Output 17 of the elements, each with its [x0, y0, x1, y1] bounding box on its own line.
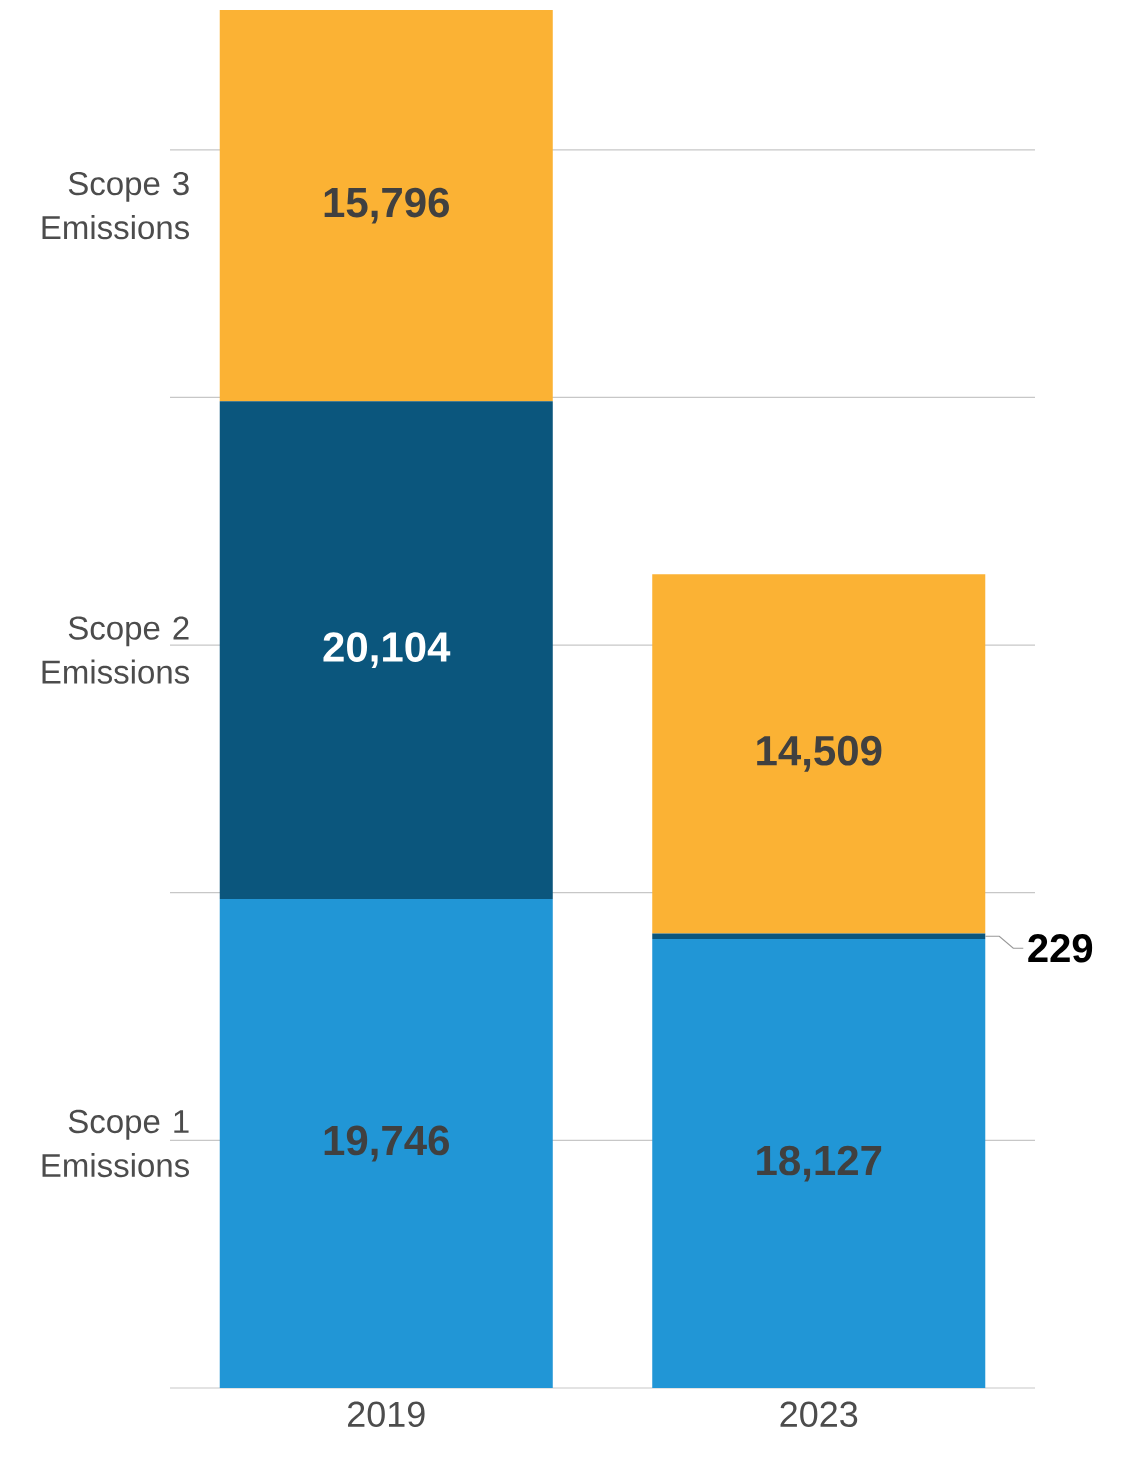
bar	[219, 401, 553, 900]
bar	[652, 574, 986, 934]
data-label: 20,104	[323, 632, 451, 669]
bar	[652, 939, 986, 1388]
bar	[219, 899, 553, 1388]
bar	[652, 933, 986, 940]
bar	[219, 9, 553, 402]
series-label: Scope 2 Emissions	[42, 616, 189, 684]
data-label: 19,746	[324, 1125, 449, 1162]
x-tick-label: 2019	[348, 1401, 425, 1428]
data-label: 15,796	[324, 187, 449, 224]
data-label: 18,127	[757, 1145, 882, 1182]
series-label: Scope 1 Emissions	[42, 1109, 189, 1178]
data-label: 229	[1028, 934, 1093, 963]
series-label: Scope 3 Emissions	[42, 171, 189, 240]
x-tick-label: 2023	[780, 1401, 858, 1428]
data-label: 14,509	[757, 735, 882, 772]
